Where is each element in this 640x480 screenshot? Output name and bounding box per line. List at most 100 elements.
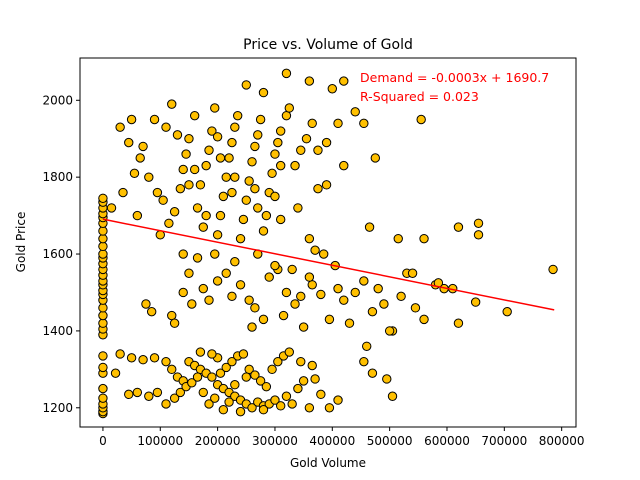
data-point [344, 318, 355, 328]
data-point [224, 153, 234, 163]
data-point [310, 374, 320, 384]
data-point [178, 287, 188, 298]
data-point [473, 218, 484, 228]
x-tick-label: 400000 [309, 434, 355, 448]
data-point [290, 299, 300, 309]
data-point [98, 226, 108, 236]
data-point [169, 393, 180, 403]
data-point [364, 222, 375, 232]
data-point [310, 245, 320, 255]
data-point [267, 168, 277, 179]
data-point [244, 176, 254, 186]
data-point [255, 114, 266, 125]
data-point [235, 280, 246, 290]
data-point [230, 257, 240, 267]
data-point [281, 287, 292, 298]
data-point [384, 326, 395, 336]
data-point [187, 299, 197, 309]
data-point [204, 145, 214, 155]
data-point [212, 230, 223, 240]
data-point [290, 160, 300, 171]
y-tick-label: 1600 [42, 247, 73, 261]
data-point [453, 222, 464, 232]
data-point [227, 291, 237, 302]
x-tick-label: 200000 [195, 434, 241, 448]
data-point [333, 118, 343, 129]
data-point [250, 183, 260, 194]
data-point [298, 376, 309, 386]
data-point [227, 187, 237, 198]
data-point [152, 387, 163, 398]
data-point [98, 193, 108, 203]
data-point [172, 130, 183, 140]
data-point [207, 126, 217, 136]
data-point [189, 164, 200, 175]
data-point [212, 132, 223, 142]
data-point [255, 376, 266, 386]
data-point [158, 195, 168, 205]
data-point [379, 299, 389, 309]
x-axis: 0 100000 200000 300000 400000 500000 600000 700… [99, 427, 585, 448]
data-point [261, 381, 272, 392]
data-point [367, 306, 378, 317]
data-point [215, 153, 226, 163]
data-point [138, 355, 148, 365]
data-point [301, 134, 312, 144]
data-point [264, 272, 274, 282]
data-point [253, 130, 263, 140]
data-point [318, 249, 329, 259]
data-point [115, 349, 125, 359]
data-point [132, 210, 143, 221]
data-point [267, 364, 277, 375]
data-point [204, 295, 214, 305]
data-point [161, 122, 171, 132]
data-point [247, 403, 257, 413]
data-point [238, 349, 249, 359]
data-point [287, 399, 297, 409]
data-point [387, 391, 398, 401]
data-point [296, 356, 306, 367]
data-point [189, 110, 200, 121]
data-point [473, 230, 484, 240]
data-point [241, 195, 251, 205]
data-points [98, 68, 558, 419]
data-point [273, 356, 283, 367]
data-point [359, 276, 369, 286]
data-point [235, 233, 246, 244]
data-point [210, 249, 220, 259]
data-point [149, 114, 160, 125]
data-point [110, 368, 121, 378]
data-point [98, 233, 108, 244]
data-point [304, 76, 315, 86]
data-point [321, 137, 332, 148]
data-point [187, 378, 197, 388]
data-point [221, 172, 231, 182]
data-point [250, 370, 260, 380]
data-point [284, 347, 294, 357]
data-point [241, 372, 251, 382]
data-point [201, 210, 211, 221]
data-point [307, 280, 317, 290]
data-point [167, 310, 177, 321]
data-point [227, 137, 237, 148]
data-point [241, 80, 251, 90]
data-point [316, 289, 326, 300]
data-point [304, 403, 315, 413]
data-point [178, 249, 188, 259]
data-point [313, 145, 323, 155]
data-point [184, 134, 194, 144]
data-point [419, 314, 429, 325]
data-point [396, 291, 406, 302]
data-point [195, 180, 206, 190]
data-point [278, 310, 289, 321]
data-point [287, 264, 297, 275]
x-tick-label: 0 [99, 434, 107, 448]
data-point [98, 249, 108, 259]
x-tick-label: 800000 [539, 434, 585, 448]
data-point [339, 160, 349, 171]
y-tick-label: 1400 [42, 324, 73, 338]
data-point [313, 183, 323, 194]
data-point [410, 303, 421, 313]
data-point [258, 314, 269, 325]
